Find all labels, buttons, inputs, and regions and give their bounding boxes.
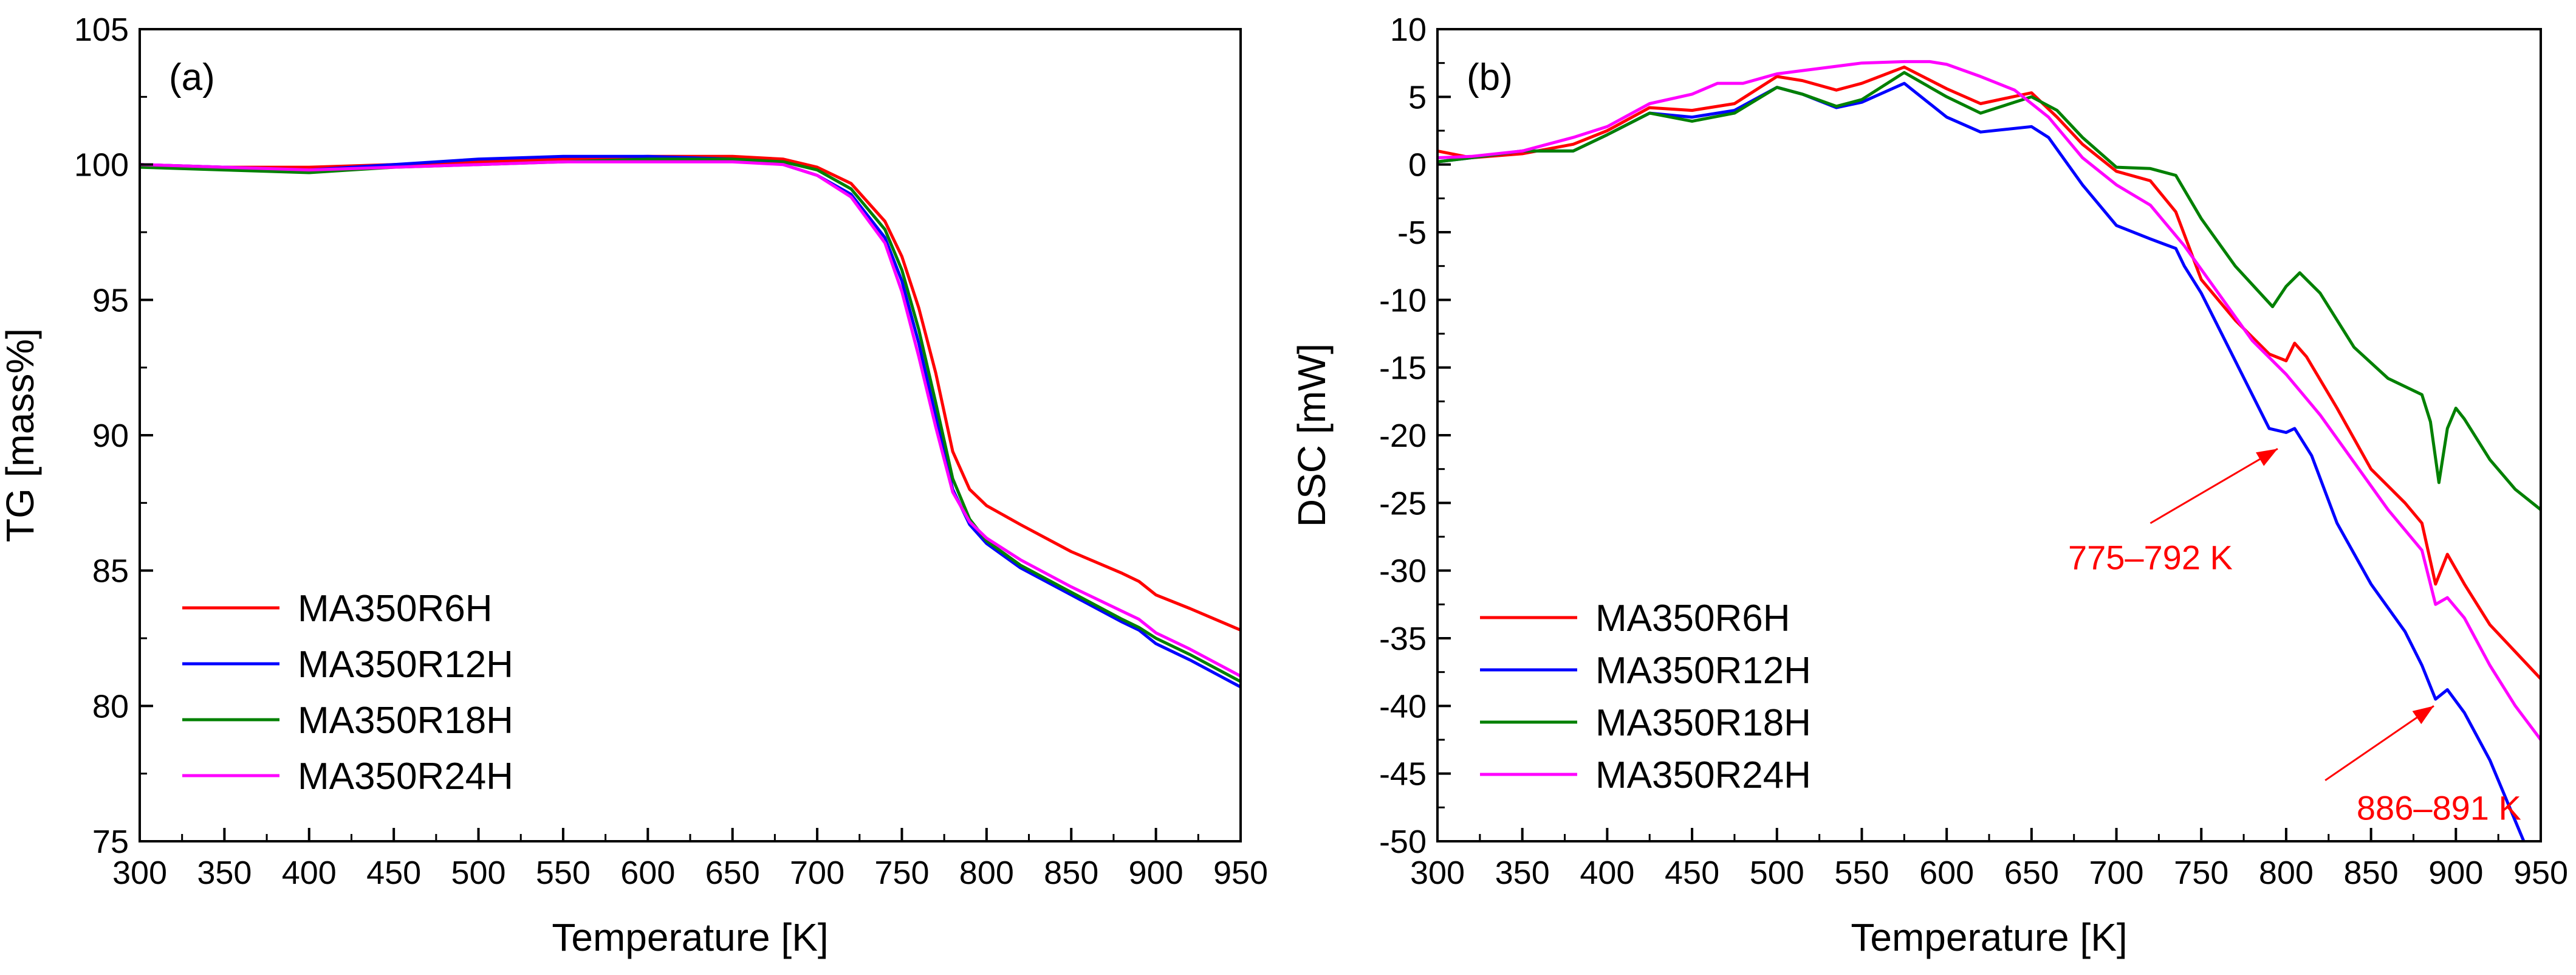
tg-legend-item: MA350R12H (298, 644, 513, 686)
tg-legend-item: MA350R24H (298, 756, 513, 798)
tg-series-ma350r24h (140, 160, 1241, 678)
dsc-series-ma350r12h (1437, 81, 2526, 841)
tg-x-tick-label: 600 (620, 855, 675, 891)
tg-x-tick-label: 950 (1213, 855, 1268, 891)
dsc-y-tick-label: -45 (1379, 756, 1427, 793)
tg-x-tick-label: 850 (1044, 855, 1098, 891)
tg-x-axis-label: Temperature [K] (552, 915, 828, 959)
tg-y-axis-label: TG [mass%] (0, 328, 42, 542)
tg-x-tick-label: 800 (959, 855, 1014, 891)
tg-series-ma350r12h (140, 154, 1241, 689)
dsc-legend-item: MA350R6H (1595, 598, 1790, 639)
tg-chart: 300 350 400 450 500 550 600 650 700 750 800 850 900 9… (0, 12, 1268, 959)
tg-y-tick-label: 95 (92, 282, 129, 319)
dsc-y-tick-label: 10 (1390, 12, 1427, 48)
tg-x-tick-label: 750 (874, 855, 929, 891)
dsc-axis-ticks: 300 350 400 450 500 550 600 650 700 750 800 850 900 9… (1379, 12, 2568, 891)
dsc-x-tick-label: 900 (2428, 855, 2483, 891)
tg-legend: MA350R6H MA350R12H MA350R18H MA350R24H (182, 588, 513, 798)
tg-x-tick-label: 650 (705, 855, 760, 891)
dsc-y-tick-label: 0 (1408, 147, 1427, 184)
dsc-y-tick-label: -15 (1379, 350, 1427, 387)
dsc-x-tick-label: 800 (2259, 855, 2314, 891)
tg-y-tick-label: 75 (92, 824, 129, 860)
dsc-series-ma350r6h (1437, 65, 2541, 680)
tg-x-tick-label: 900 (1129, 855, 1184, 891)
tg-y-tick-label: 80 (92, 688, 129, 725)
dsc-legend: MA350R6H MA350R12H MA350R18H MA350R24H (1480, 598, 1811, 796)
tg-x-tick-label: 500 (451, 855, 505, 891)
dsc-y-tick-label: 5 (1408, 79, 1427, 115)
annotation-label: 886–891 K (2357, 788, 2521, 827)
tg-x-tick-label: 300 (112, 855, 167, 891)
dsc-series-ma350r18h (1437, 71, 2541, 511)
dsc-x-tick-label: 400 (1580, 855, 1634, 891)
tg-panel-label: (a) (169, 57, 215, 98)
annotation-label: 775–792 K (2068, 538, 2233, 576)
annotation-arrow (2324, 705, 2434, 782)
tg-x-tick-label: 350 (197, 855, 252, 891)
dsc-y-tick-label: -10 (1379, 282, 1427, 319)
dsc-y-axis-label: DSC [mW] (1290, 343, 1334, 527)
dsc-x-tick-label: 450 (1665, 855, 1719, 891)
tg-series-lines (140, 154, 1241, 689)
dsc-y-tick-label: -5 (1397, 215, 1427, 251)
dsc-y-tick-label: -30 (1379, 553, 1427, 590)
dsc-series-lines (1437, 60, 2541, 841)
tg-y-tick-label: 105 (74, 12, 129, 48)
dsc-x-tick-label: 300 (1410, 855, 1465, 891)
dsc-chart: 300 350 400 450 500 550 600 650 700 750 800 850 900 9… (1290, 12, 2568, 959)
dsc-x-tick-label: 700 (2089, 855, 2143, 891)
tg-y-tick-label: 85 (92, 553, 129, 590)
dsc-legend-item: MA350R18H (1595, 702, 1811, 744)
tg-x-tick-label: 400 (282, 855, 337, 891)
dsc-panel-label: (b) (1467, 57, 1513, 98)
tg-legend-item: MA350R6H (298, 588, 492, 630)
dsc-y-tick-label: -25 (1379, 485, 1427, 522)
tg-x-tick-label: 450 (366, 855, 421, 891)
dsc-x-tick-label: 550 (1834, 855, 1889, 891)
dsc-x-tick-label: 950 (2513, 855, 2568, 891)
dsc-y-tick-label: -20 (1379, 418, 1427, 454)
dsc-x-tick-label: 650 (2004, 855, 2059, 891)
dsc-series-ma350r24h (1437, 60, 2541, 741)
dsc-legend-item: MA350R12H (1595, 650, 1811, 692)
dsc-x-tick-label: 500 (1750, 855, 1804, 891)
dsc-y-tick-label: -35 (1379, 621, 1427, 657)
annotation-arrowhead (2412, 706, 2434, 725)
dsc-x-axis-label: Temperature [K] (1851, 915, 2127, 959)
annotation-arrow (2150, 447, 2278, 525)
tg-x-tick-label: 550 (536, 855, 591, 891)
dsc-annotations: 775–792 K 886–891 K (2068, 447, 2521, 827)
dsc-y-tick-label: -40 (1379, 688, 1427, 725)
dsc-legend-item: MA350R24H (1595, 754, 1811, 796)
annotation-arrowhead (2256, 449, 2278, 466)
dsc-x-tick-label: 850 (2344, 855, 2399, 891)
tg-axis-ticks: 300 350 400 450 500 550 600 650 700 750 800 850 900 9… (74, 12, 1268, 891)
dsc-x-tick-label: 600 (1919, 855, 1974, 891)
dsc-y-tick-label: -50 (1379, 824, 1427, 860)
tg-x-tick-label: 700 (790, 855, 844, 891)
tg-legend-item: MA350R18H (298, 700, 513, 742)
tg-y-tick-label: 100 (74, 147, 129, 184)
tg-y-tick-label: 90 (92, 418, 129, 454)
dsc-x-tick-label: 350 (1495, 855, 1550, 891)
tg-series-ma350r6h (140, 154, 1241, 632)
dsc-x-tick-label: 750 (2174, 855, 2228, 891)
